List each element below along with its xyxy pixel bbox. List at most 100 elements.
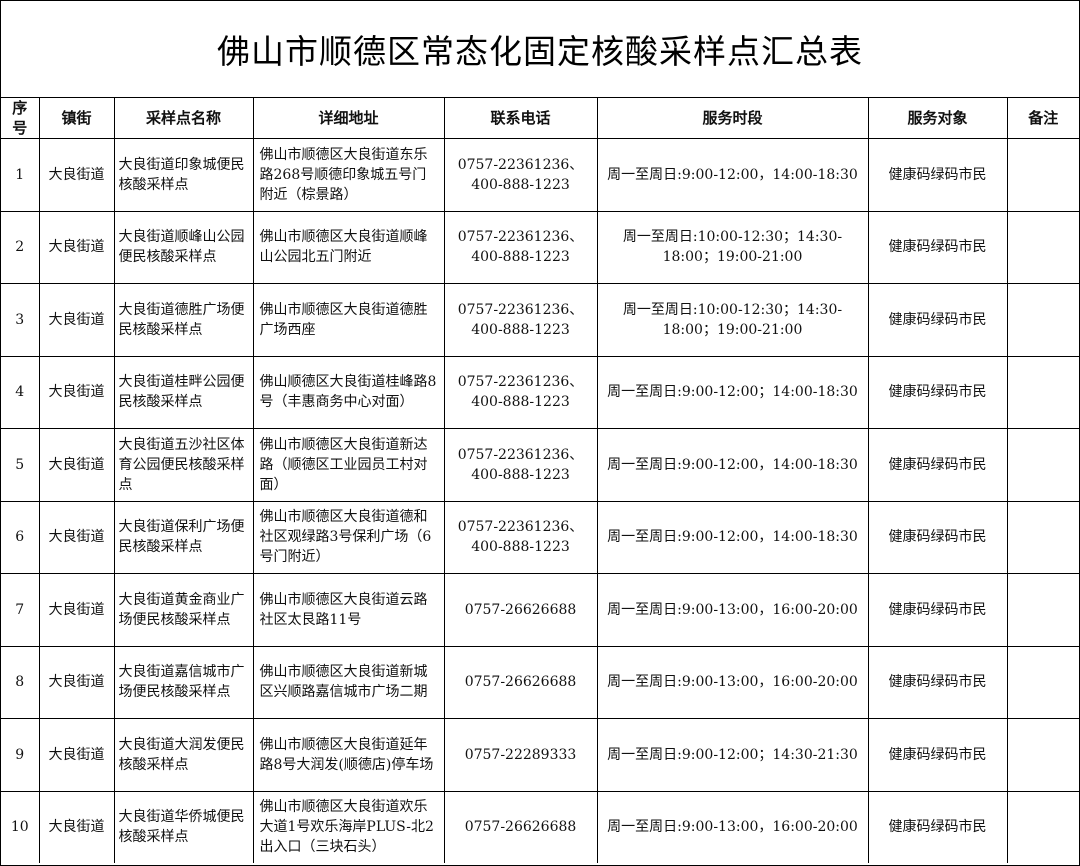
header-site: 采样点名称: [113, 98, 254, 139]
table-row: 2 大良街道 大良街道顺峰山公园便民核酸采样点 佛山市顺德区大良街道顺峰山公园北五门附…: [1, 210, 1079, 284]
cell-service-target: 健康码绿码市民: [867, 428, 1008, 502]
cell-service-hours: 周一至周日:9:00-12:00，14:00-18:30: [596, 500, 869, 574]
cell-service-target: 健康码绿码市民: [867, 718, 1008, 792]
header-hours: 服务时段: [596, 98, 869, 139]
cell-no: 5: [1, 428, 40, 502]
cell-phone: 0757-22361236、400-888-1223: [443, 428, 598, 502]
cell-notes: [1006, 210, 1079, 284]
table-row: 5 大良街道 大良街道五沙社区体育公园便民核酸采样点 佛山市顺德区大良街道新达路（顺德…: [1, 428, 1079, 502]
cell-phone: 0757-22361236、400-888-1223: [443, 210, 598, 284]
cell-site-name: 大良街道桂畔公园便民核酸采样点: [113, 355, 254, 429]
header-street: 镇街: [38, 98, 115, 139]
cell-notes: [1006, 573, 1079, 647]
header-target: 服务对象: [867, 98, 1008, 139]
cell-address: 佛山市顺德区大良街道新城区兴顺路嘉信城市广场二期: [252, 645, 445, 719]
cell-notes: [1006, 718, 1079, 792]
table-row: 7 大良街道 大良街道黄金商业广场便民核酸采样点 佛山市顺德区大良街道云路社区太艮路1…: [1, 573, 1079, 647]
table-row: 4 大良街道 大良街道桂畔公园便民核酸采样点 佛山顺德区大良街道桂峰路8号（丰惠商务中…: [1, 355, 1079, 429]
cell-phone: 0757-22289333: [443, 718, 598, 792]
cell-phone: 0757-26626688: [443, 790, 598, 863]
cell-no: 1: [1, 138, 40, 212]
cell-address: 佛山市顺德区大良街道东乐路268号顺德印象城五号门附近（棕景路）: [252, 138, 445, 212]
cell-street: 大良街道: [38, 428, 115, 502]
sampling-sites-table: 序号 镇街 采样点名称 详细地址 联系电话 服务时段 服务对象 备注 1 大良街道…: [1, 98, 1079, 863]
cell-notes: [1006, 500, 1079, 574]
cell-service-hours: 周一至周日:9:00-13:00，16:00-20:00: [596, 645, 869, 719]
cell-street: 大良街道: [38, 500, 115, 574]
cell-notes: [1006, 645, 1079, 719]
cell-address: 佛山市顺德区大良街道顺峰山公园北五门附近: [252, 210, 445, 284]
cell-phone: 0757-26626688: [443, 645, 598, 719]
header-notes: 备注: [1006, 98, 1079, 139]
cell-notes: [1006, 355, 1079, 429]
cell-notes: [1006, 428, 1079, 502]
cell-site-name: 大良街道华侨城便民核酸采样点: [113, 790, 254, 863]
cell-service-hours: 周一至周日:10:00-12:30；14:30-18:00；19:00-21:0…: [596, 210, 869, 284]
cell-no: 7: [1, 573, 40, 647]
cell-service-hours: 周一至周日:9:00-13:00，16:00-20:00: [596, 573, 869, 647]
cell-site-name: 大良街道五沙社区体育公园便民核酸采样点: [113, 428, 254, 502]
cell-site-name: 大良街道大润发便民核酸采样点: [113, 718, 254, 792]
table-row: 9 大良街道 大良街道大润发便民核酸采样点 佛山市顺德区大良街道延年路8号大润发(顺德…: [1, 718, 1079, 792]
header-phone: 联系电话: [443, 98, 598, 139]
cell-street: 大良街道: [38, 355, 115, 429]
cell-site-name: 大良街道黄金商业广场便民核酸采样点: [113, 573, 254, 647]
cell-notes: [1006, 138, 1079, 212]
cell-service-target: 健康码绿码市民: [867, 500, 1008, 574]
cell-phone: 0757-22361236、400-888-1223: [443, 355, 598, 429]
cell-service-hours: 周一至周日:9:00-13:00，16:00-20:00: [596, 790, 869, 863]
cell-site-name: 大良街道保利广场便民核酸采样点: [113, 500, 254, 574]
table-row: 3 大良街道 大良街道德胜广场便民核酸采样点 佛山市顺德区大良街道德胜广场西座 0757…: [1, 283, 1079, 357]
cell-address: 佛山市顺德区大良街道新达路（顺德区工业园员工村对面）: [252, 428, 445, 502]
cell-service-target: 健康码绿码市民: [867, 283, 1008, 357]
cell-service-target: 健康码绿码市民: [867, 210, 1008, 284]
cell-service-hours: 周一至周日:9:00-12:00；14:00-18:30: [596, 355, 869, 429]
cell-address: 佛山顺德区大良街道桂峰路8号（丰惠商务中心对面）: [252, 355, 445, 429]
header-no: 序号: [1, 98, 40, 139]
cell-address: 佛山市顺德区大良街道延年路8号大润发(顺德店)停车场: [252, 718, 445, 792]
cell-street: 大良街道: [38, 645, 115, 719]
cell-phone: 0757-22361236、400-888-1223: [443, 283, 598, 357]
cell-address: 佛山市顺德区大良街道云路社区太艮路11号: [252, 573, 445, 647]
cell-site-name: 大良街道德胜广场便民核酸采样点: [113, 283, 254, 357]
cell-service-target: 健康码绿码市民: [867, 138, 1008, 212]
table-body: 1 大良街道 大良街道印象城便民核酸采样点 佛山市顺德区大良街道东乐路268号顺德印象…: [1, 138, 1079, 863]
table-header-row: 序号 镇街 采样点名称 详细地址 联系电话 服务时段 服务对象 备注: [1, 98, 1079, 139]
cell-no: 8: [1, 645, 40, 719]
cell-no: 4: [1, 355, 40, 429]
cell-address: 佛山市顺德区大良街道德胜广场西座: [252, 283, 445, 357]
cell-phone: 0757-22361236、400-888-1223: [443, 138, 598, 212]
cell-service-hours: 周一至周日:9:00-12:00，14:00-18:30: [596, 138, 869, 212]
cell-no: 6: [1, 500, 40, 574]
cell-service-target: 健康码绿码市民: [867, 355, 1008, 429]
cell-notes: [1006, 790, 1079, 863]
cell-street: 大良街道: [38, 138, 115, 212]
page-title: 佛山市顺德区常态化固定核酸采样点汇总表: [217, 32, 863, 71]
cell-no: 9: [1, 718, 40, 792]
cell-address: 佛山市顺德区大良街道欢乐大道1号欢乐海岸PLUS-北2出入口（三块石头）: [252, 790, 445, 863]
cell-no: 3: [1, 283, 40, 357]
table-row: 6 大良街道 大良街道保利广场便民核酸采样点 佛山市顺德区大良街道德和社区观绿路3号保…: [1, 500, 1079, 574]
cell-phone: 0757-26626688: [443, 573, 598, 647]
cell-phone: 0757-22361236、400-888-1223: [443, 500, 598, 574]
cell-street: 大良街道: [38, 210, 115, 284]
cell-no: 2: [1, 210, 40, 284]
cell-street: 大良街道: [38, 573, 115, 647]
title-row: 佛山市顺德区常态化固定核酸采样点汇总表: [1, 1, 1079, 98]
cell-service-target: 健康码绿码市民: [867, 573, 1008, 647]
table-row: 1 大良街道 大良街道印象城便民核酸采样点 佛山市顺德区大良街道东乐路268号顺德印象…: [1, 138, 1079, 212]
cell-service-target: 健康码绿码市民: [867, 645, 1008, 719]
table-row: 8 大良街道 大良街道嘉信城市广场便民核酸采样点 佛山市顺德区大良街道新城区兴顺路嘉信…: [1, 645, 1079, 719]
cell-street: 大良街道: [38, 718, 115, 792]
cell-service-hours: 周一至周日:9:00-12:00，14:00-18:30: [596, 428, 869, 502]
cell-site-name: 大良街道顺峰山公园便民核酸采样点: [113, 210, 254, 284]
cell-notes: [1006, 283, 1079, 357]
cell-address: 佛山市顺德区大良街道德和社区观绿路3号保利广场（6号门附近）: [252, 500, 445, 574]
cell-service-hours: 周一至周日:10:00-12:30；14:30-18:00；19:00-21:0…: [596, 283, 869, 357]
cell-site-name: 大良街道嘉信城市广场便民核酸采样点: [113, 645, 254, 719]
cell-service-hours: 周一至周日:9:00-12:00；14:30-21:30: [596, 718, 869, 792]
cell-street: 大良街道: [38, 283, 115, 357]
cell-no: 10: [1, 790, 40, 863]
cell-street: 大良街道: [38, 790, 115, 863]
